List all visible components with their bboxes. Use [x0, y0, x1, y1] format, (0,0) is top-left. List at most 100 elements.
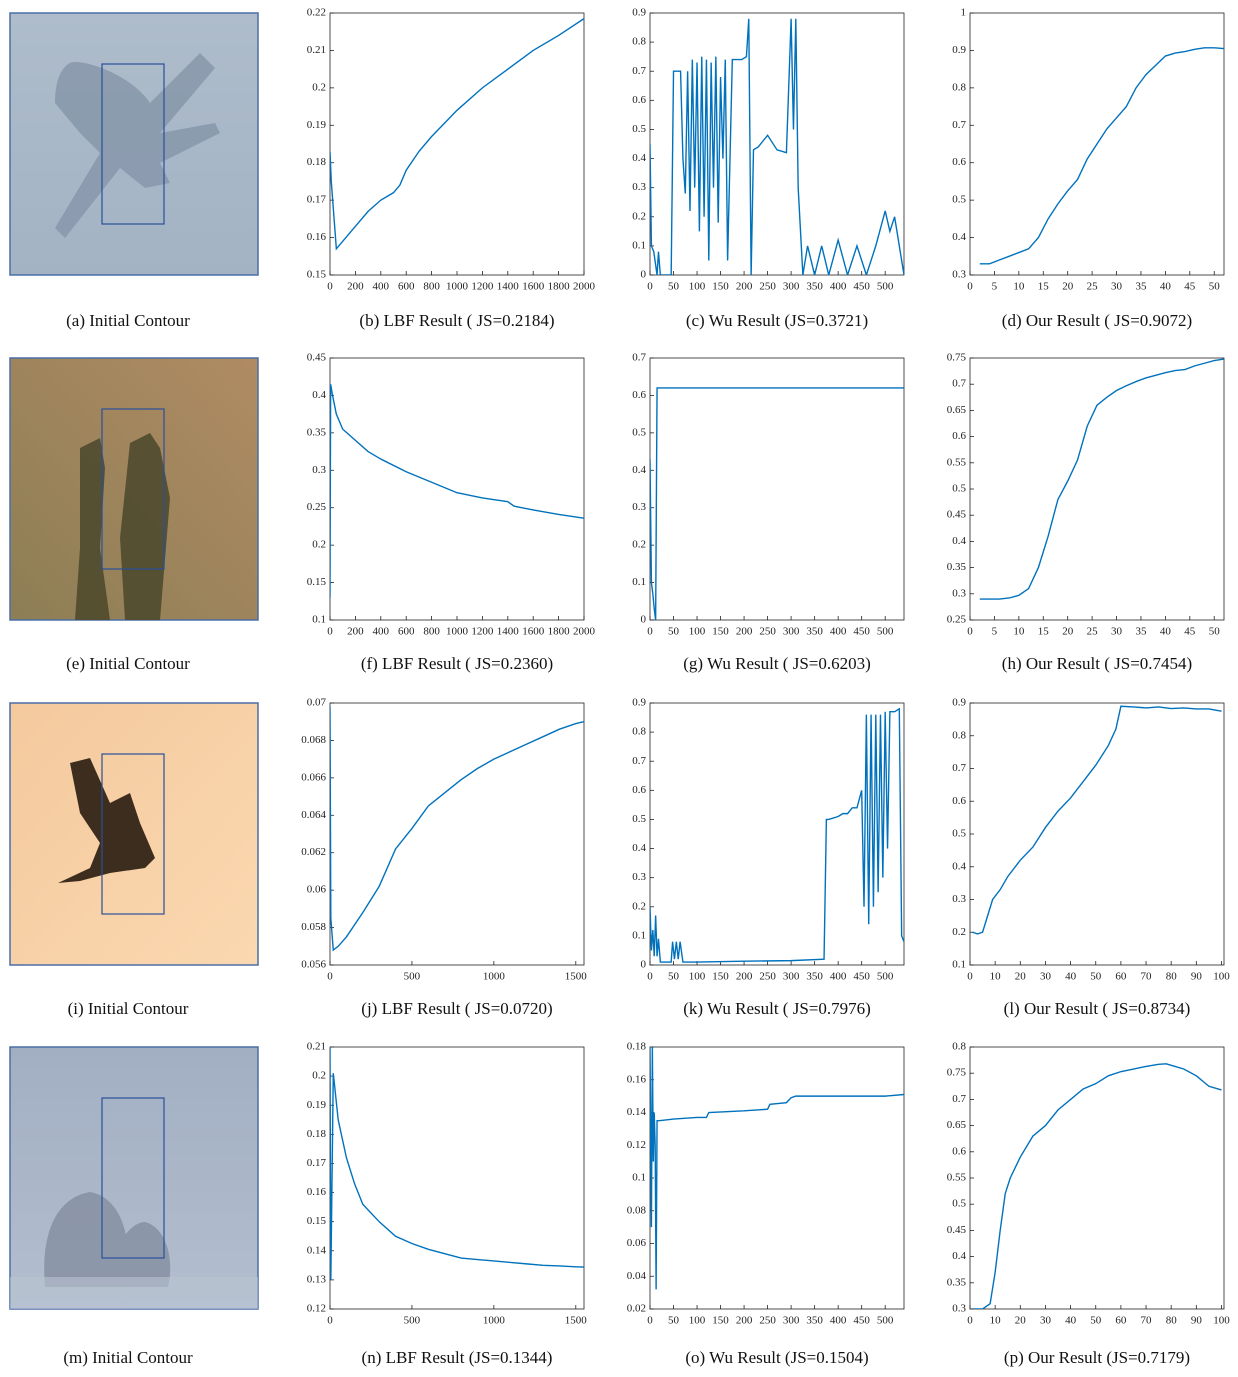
x-tick-label: 40: [1160, 626, 1172, 638]
x-tick-label: 1500: [565, 971, 588, 983]
chart-caption: (f) LBF Result ( JS=0.2360): [361, 654, 553, 673]
x-tick-label: 20: [1015, 1315, 1027, 1327]
x-tick-label: 450: [853, 281, 870, 293]
x-tick-label: 70: [1141, 1315, 1153, 1327]
x-tick-label: 15: [1038, 281, 1050, 293]
x-tick-label: 350: [806, 971, 823, 983]
x-tick-label: 500: [404, 971, 421, 983]
x-tick-label: 0: [327, 971, 333, 983]
y-tick-label: 0.056: [301, 959, 326, 971]
x-tick-label: 50: [668, 971, 680, 983]
y-tick-label: 0.068: [301, 734, 326, 746]
y-tick-label: 0.35: [307, 426, 327, 438]
y-tick-label: 0.17: [307, 1157, 327, 1169]
x-tick-label: 0: [327, 626, 333, 638]
chart-caption: (h) Our Result ( JS=0.7454): [1002, 654, 1192, 673]
y-tick-label: 0.5: [632, 123, 646, 135]
y-tick-label: 0.07: [307, 697, 327, 709]
x-tick-label: 450: [853, 971, 870, 983]
x-tick-label: 100: [689, 1315, 706, 1327]
x-tick-label: 100: [689, 971, 706, 983]
y-tick-label: 0: [641, 614, 647, 626]
figure: (a) Initial Contour(e) Initial Contour(i…: [0, 0, 1238, 1372]
chart: 0.30.40.50.60.70.80.91051015202530354045…: [952, 7, 1224, 330]
image-caption: (a) Initial Contour: [66, 311, 190, 330]
x-tick-label: 50: [1209, 626, 1221, 638]
x-tick-label: 1800: [548, 626, 571, 638]
x-tick-label: 60: [1115, 1315, 1127, 1327]
x-tick-label: 90: [1191, 971, 1203, 983]
x-tick-label: 350: [806, 626, 823, 638]
x-tick-label: 350: [806, 281, 823, 293]
y-tick-label: 0.55: [947, 1172, 967, 1184]
x-tick-label: 45: [1184, 281, 1196, 293]
image-panel: [10, 358, 258, 620]
x-tick-label: 80: [1166, 971, 1178, 983]
x-tick-label: 100: [1213, 971, 1230, 983]
chart: 0.250.30.350.40.450.50.550.60.650.70.750…: [947, 352, 1224, 673]
y-tick-label: 0.2: [312, 81, 326, 93]
y-tick-label: 0.25: [947, 614, 967, 626]
y-tick-label: 0.9: [632, 697, 646, 709]
y-tick-label: 0.6: [952, 430, 966, 442]
x-tick-label: 1000: [446, 281, 469, 293]
x-tick-label: 0: [327, 281, 333, 293]
x-tick-label: 250: [759, 281, 776, 293]
x-tick-label: 0: [647, 1315, 653, 1327]
x-tick-label: 15: [1038, 626, 1050, 638]
y-tick-label: 0.45: [307, 352, 327, 364]
plot-frame: [970, 358, 1224, 620]
y-tick-label: 0.13: [307, 1273, 327, 1285]
y-tick-label: 0.14: [307, 1244, 327, 1256]
y-tick-label: 0.6: [632, 784, 646, 796]
y-tick-label: 0.75: [947, 352, 967, 364]
chart-caption: (d) Our Result ( JS=0.9072): [1002, 311, 1192, 330]
x-tick-label: 0: [647, 971, 653, 983]
y-tick-label: 0.3: [952, 1303, 966, 1315]
x-tick-label: 400: [373, 281, 390, 293]
y-tick-label: 0.9: [952, 44, 966, 56]
y-tick-label: 0.04: [627, 1270, 647, 1282]
x-tick-label: 200: [736, 281, 753, 293]
y-tick-label: 0.18: [307, 1128, 327, 1140]
y-tick-label: 0.1: [632, 576, 646, 588]
plot-frame: [330, 703, 584, 965]
x-tick-label: 10: [990, 1315, 1002, 1327]
x-tick-label: 25: [1087, 281, 1099, 293]
x-tick-label: 200: [736, 626, 753, 638]
y-tick-label: 0.75: [947, 1067, 967, 1079]
y-tick-label: 0.066: [301, 771, 326, 783]
y-tick-label: 0.4: [632, 464, 646, 476]
image-panel: [10, 1047, 258, 1309]
x-tick-label: 50: [668, 281, 680, 293]
y-tick-label: 0.3: [312, 464, 326, 476]
y-tick-label: 0.3: [632, 871, 646, 883]
y-tick-label: 0.3: [952, 893, 966, 905]
y-tick-label: 0.8: [952, 729, 966, 741]
y-tick-label: 0.5: [632, 813, 646, 825]
image-caption: (m) Initial Contour: [63, 1348, 193, 1367]
y-tick-label: 0.35: [947, 561, 967, 573]
y-tick-label: 0.18: [627, 1041, 647, 1053]
x-tick-label: 200: [736, 1315, 753, 1327]
image-panel: [10, 13, 258, 275]
x-tick-label: 1500: [565, 1315, 588, 1327]
x-tick-label: 800: [423, 281, 440, 293]
x-tick-label: 25: [1087, 626, 1099, 638]
x-tick-label: 20: [1062, 626, 1074, 638]
y-tick-label: 0.25: [307, 501, 327, 513]
y-tick-label: 0.19: [307, 1099, 327, 1111]
y-tick-label: 0.5: [952, 483, 966, 495]
x-tick-label: 150: [712, 626, 729, 638]
x-tick-label: 70: [1141, 971, 1153, 983]
image-caption: (e) Initial Contour: [66, 654, 190, 673]
x-tick-label: 150: [712, 1315, 729, 1327]
x-tick-label: 150: [712, 971, 729, 983]
x-tick-label: 80: [1166, 1315, 1178, 1327]
x-tick-label: 10: [1013, 281, 1025, 293]
y-tick-label: 0.1: [632, 929, 646, 941]
y-tick-label: 0.4: [632, 152, 646, 164]
x-tick-label: 1000: [446, 626, 469, 638]
x-tick-label: 400: [830, 1315, 847, 1327]
y-tick-label: 0.3: [632, 181, 646, 193]
